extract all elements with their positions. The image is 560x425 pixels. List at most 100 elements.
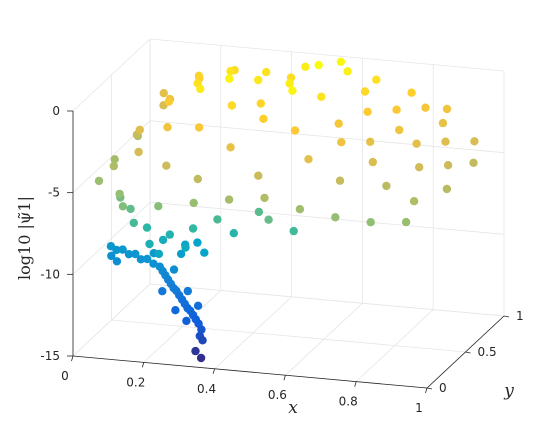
data-point — [193, 238, 202, 247]
data-point — [154, 202, 163, 211]
data-point — [366, 137, 375, 146]
x-tick-mark — [425, 387, 428, 394]
data-point — [334, 119, 343, 128]
data-point — [194, 123, 204, 132]
data-point — [182, 316, 191, 326]
y-tick-mark — [465, 351, 471, 354]
grid-line-back-z — [149, 283, 505, 317]
data-point — [331, 213, 340, 222]
y-tick-label: 1 — [516, 309, 524, 323]
data-point — [264, 215, 273, 224]
data-point — [129, 218, 138, 228]
grid-line-side-z — [72, 38, 151, 112]
data-point — [171, 306, 180, 315]
data-point — [198, 336, 207, 345]
data-point — [134, 147, 143, 157]
data-point — [415, 163, 424, 172]
y-tick-mark — [503, 315, 510, 318]
grid-line-side-z — [72, 202, 151, 275]
data-point — [193, 301, 203, 310]
data-point — [254, 75, 263, 85]
x-tick-label: 0 — [61, 369, 69, 383]
grid-line-back-z — [149, 120, 505, 154]
data-point — [262, 67, 271, 77]
data-point — [225, 74, 234, 83]
data-point — [335, 176, 345, 185]
x-tick-label: 0.6 — [268, 388, 287, 402]
data-point — [159, 89, 168, 98]
z-tick-label: -10 — [40, 267, 60, 281]
data-point — [136, 255, 146, 264]
x-axis-line — [72, 355, 428, 389]
data-point — [343, 67, 352, 76]
grid-line-side-z — [72, 283, 151, 357]
data-point — [290, 126, 300, 135]
data-point — [115, 189, 124, 199]
data-point — [213, 215, 222, 224]
data-point — [142, 223, 152, 232]
z-axis-label: log10 |ψ̃1| — [15, 196, 34, 280]
data-point — [124, 250, 134, 259]
data-point — [194, 71, 204, 81]
data-point — [126, 204, 135, 214]
data-point — [254, 207, 264, 217]
data-point — [118, 202, 128, 211]
data-point — [109, 161, 119, 171]
data-point — [260, 193, 269, 203]
data-point — [145, 239, 154, 249]
x-tick-label: 0.8 — [339, 395, 358, 409]
data-point — [158, 235, 168, 245]
data-point — [442, 184, 452, 194]
data-point — [154, 249, 164, 259]
data-point — [224, 195, 234, 204]
x-tick-label: 0.2 — [126, 375, 145, 389]
data-point — [227, 101, 237, 110]
data-point — [165, 230, 174, 239]
data-point — [289, 226, 298, 236]
data-point — [407, 88, 416, 97]
data-point — [112, 245, 121, 255]
data-point — [189, 198, 198, 208]
data-point — [183, 286, 192, 296]
data-point — [392, 105, 401, 114]
x-tick-mark — [283, 375, 286, 381]
data-point — [163, 123, 172, 132]
data-point — [143, 254, 152, 264]
grid-line-floor-y — [111, 319, 466, 353]
data-point — [162, 161, 171, 170]
data-point — [337, 138, 346, 147]
grid-line-back-z — [149, 38, 505, 72]
data-point — [401, 217, 411, 227]
data-point — [438, 118, 448, 128]
z-tick-label: 0 — [52, 104, 60, 118]
x-tick-mark — [212, 368, 215, 374]
data-point — [336, 57, 346, 66]
data-point — [169, 265, 179, 274]
data-point — [470, 137, 479, 146]
x-axis-label: x — [288, 398, 298, 418]
z-tick-label: -15 — [40, 349, 60, 363]
data-point — [158, 287, 167, 296]
data-point — [363, 107, 372, 117]
x-tick-mark — [71, 355, 74, 362]
data-point — [118, 245, 127, 254]
data-point — [409, 197, 419, 206]
x-tick-label: 1 — [415, 401, 423, 415]
y-axis-label: y — [503, 381, 514, 401]
data-point — [176, 249, 186, 259]
data-point — [107, 251, 116, 261]
data-point — [366, 218, 375, 227]
data-point — [469, 158, 478, 167]
data-point — [164, 97, 173, 106]
z-axis-label-text: log10 |ψ̃1| — [15, 196, 34, 280]
data-point — [181, 243, 190, 252]
data-point — [285, 79, 294, 88]
data-point — [226, 67, 235, 76]
data-point — [191, 346, 200, 356]
data-point — [196, 84, 205, 94]
data-point — [229, 229, 238, 238]
y-tick-mark — [426, 387, 433, 390]
data-point — [112, 257, 122, 266]
